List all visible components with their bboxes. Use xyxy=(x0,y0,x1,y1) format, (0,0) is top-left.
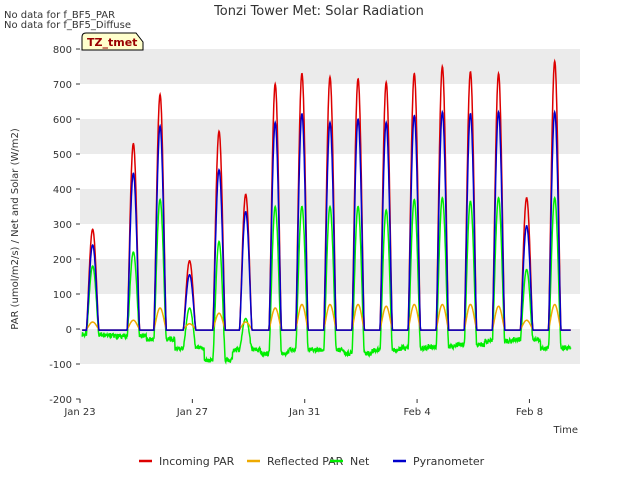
x-tick-label: Jan 23 xyxy=(63,407,95,418)
legend: Incoming PAR Reflected PAR Net Pyranometer xyxy=(139,455,485,468)
x-axis: Jan 23 Jan 27 Jan 31 Feb 4 Feb 8 xyxy=(63,399,543,418)
no-data-note-2: No data for f_BF5_Diffuse xyxy=(4,20,131,31)
legend-label-incoming-par: Incoming PAR xyxy=(159,455,235,468)
y-tick-label: 600 xyxy=(53,115,72,126)
y-tick-label: 400 xyxy=(53,185,72,196)
legend-label-pyranometer: Pyranometer xyxy=(413,455,485,468)
x-tick-label: Feb 4 xyxy=(403,407,430,418)
site-badge-shape xyxy=(81,32,144,51)
y-tick-label: 100 xyxy=(53,290,72,301)
y-tick-label: 800 xyxy=(53,45,72,56)
x-tick-label: Feb 8 xyxy=(516,407,543,418)
y-tick-label: 200 xyxy=(53,255,72,266)
y-tick-label: 0 xyxy=(66,325,72,336)
chart-title: Tonzi Tower Met: Solar Radiation xyxy=(213,4,424,19)
x-tick-label: Jan 31 xyxy=(288,407,320,418)
plot-area xyxy=(81,58,572,365)
site-badge-label: TZ_tmet xyxy=(87,36,137,49)
y-tick-label: -100 xyxy=(49,360,72,371)
y-tick-label: -200 xyxy=(49,395,72,406)
legend-label-net: Net xyxy=(350,455,370,468)
no-data-note-1: No data for f_BF5_PAR xyxy=(4,10,115,21)
y-tick-label: 700 xyxy=(53,80,72,91)
y-axis-label: PAR (umol/m2/s) / Net and Solar (W/m2) xyxy=(10,128,21,330)
series-line-net xyxy=(81,196,572,365)
series-line-pyranometer xyxy=(82,109,571,331)
x-axis-label: Time xyxy=(553,425,578,436)
legend-label-reflected-par: Reflected PAR xyxy=(267,455,344,468)
y-axis: -200 -100 0 100 200 300 400 500 600 700 800 xyxy=(49,45,80,406)
grid-bands xyxy=(80,49,580,399)
grid-band xyxy=(80,329,580,364)
site-badge: TZ_tmet xyxy=(81,32,144,51)
y-tick-label: 300 xyxy=(53,220,72,231)
y-tick-label: 500 xyxy=(53,150,72,161)
x-tick-label: Jan 27 xyxy=(176,407,208,418)
